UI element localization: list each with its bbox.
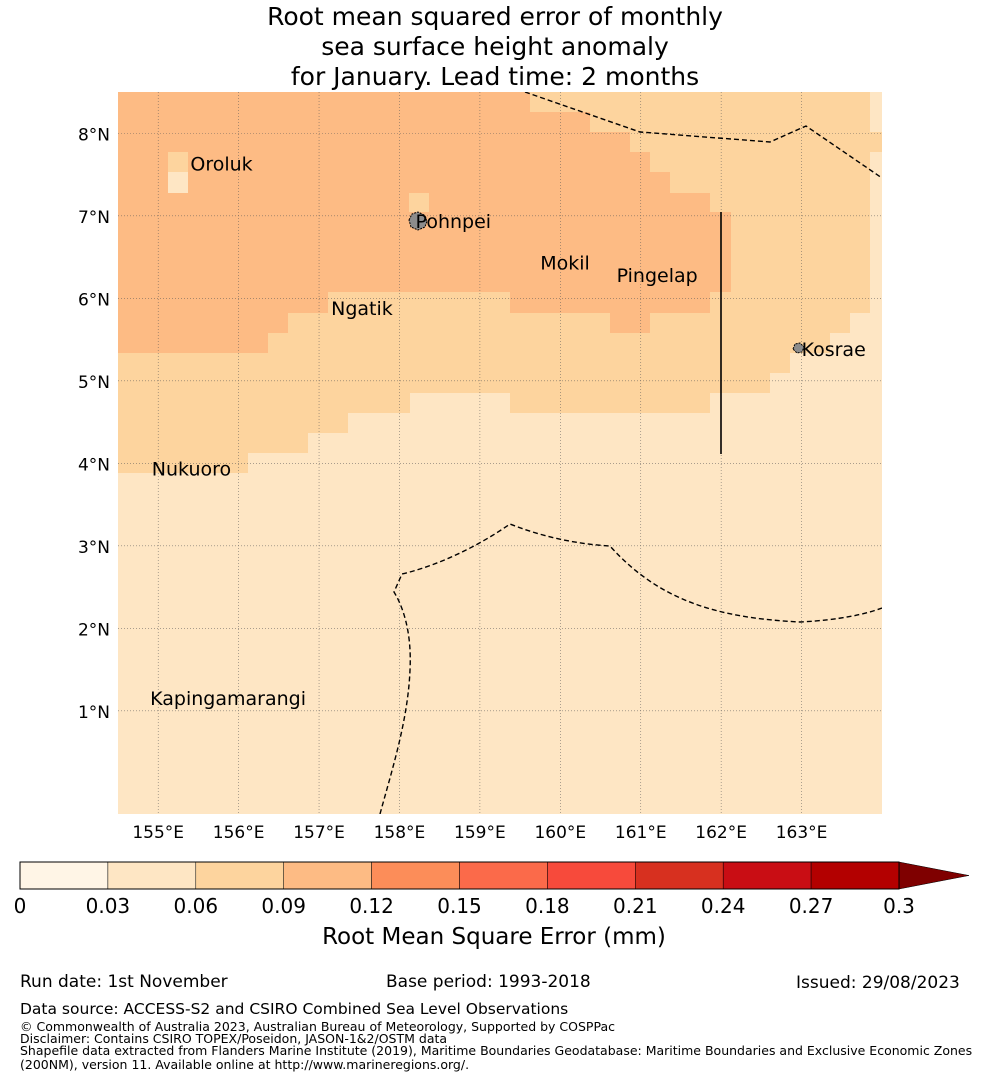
colorbar-label: Root Mean Square Error (mm) bbox=[322, 924, 666, 950]
place-label: Ngatik bbox=[331, 298, 393, 320]
lat-tick-label: 2°N bbox=[78, 620, 110, 640]
issued-date: Issued: 29/08/2023 bbox=[796, 973, 960, 993]
place-label: Pohnpei bbox=[416, 211, 492, 233]
colorbar-tick-label: 0.18 bbox=[525, 894, 570, 918]
colorbar-tick-label: 0.09 bbox=[261, 894, 306, 918]
colorbar-tick-label: 0 bbox=[14, 894, 27, 918]
lat-tick-label: 7°N bbox=[78, 208, 110, 228]
colorbar-bin bbox=[107, 861, 197, 890]
colorbar-tick-label: 0.15 bbox=[437, 894, 482, 918]
title-line-3: for January. Lead time: 2 months bbox=[290, 62, 700, 91]
shapefile-credit-1: Shapefile data extracted from Flanders M… bbox=[20, 1043, 973, 1058]
colorbar-extend-arrow bbox=[898, 861, 970, 890]
lat-tick-label: 5°N bbox=[78, 373, 110, 393]
colorbar-bin bbox=[195, 861, 284, 890]
eez-boundaries bbox=[379, 92, 882, 814]
lat-tick-label: 4°N bbox=[78, 455, 110, 475]
map-title: Root mean squared error of monthly sea s… bbox=[0, 2, 990, 92]
colorbar-bin bbox=[283, 861, 372, 890]
data-source: Data source: ACCESS-S2 and CSIRO Combine… bbox=[20, 1000, 569, 1018]
eez-boundary-north bbox=[524, 92, 882, 179]
place-labels: Oroluk Pohnpei Mokil Pingelap Ngatik Kosrae Nu… bbox=[150, 153, 866, 710]
colorbar-bin bbox=[547, 861, 636, 890]
colorbar-bin bbox=[810, 861, 900, 890]
kosrae-island bbox=[792, 342, 805, 354]
colorbar-bin bbox=[635, 861, 724, 890]
lon-tick-label: 156°E bbox=[213, 823, 265, 843]
lat-tick-label: 3°N bbox=[78, 538, 110, 558]
title-line-2: sea surface height anomaly bbox=[321, 32, 669, 61]
lon-tick-label: 155°E bbox=[132, 823, 184, 843]
base-period: Base period: 1993-2018 bbox=[386, 972, 591, 992]
colorbar-bin bbox=[459, 861, 548, 890]
pohnpei-island bbox=[408, 211, 428, 231]
oroluk-cell-mid bbox=[168, 152, 188, 172]
colorbar-bin bbox=[19, 861, 109, 890]
islands bbox=[408, 211, 805, 354]
disclaimer: Disclaimer: Contains CSIRO TOPEX/Poseido… bbox=[20, 1031, 448, 1046]
lon-tick-label: 158°E bbox=[374, 823, 426, 843]
lon-tick-label: 163°E bbox=[776, 823, 828, 843]
colorbar-tick-label: 0.3 bbox=[883, 894, 915, 918]
lat-tick-label: 6°N bbox=[78, 290, 110, 310]
colorbar-tick-label: 0.27 bbox=[789, 894, 834, 918]
lon-tick-label: 159°E bbox=[454, 823, 506, 843]
place-label: Kapingamarangi bbox=[150, 688, 306, 710]
oroluk-cell-low bbox=[168, 172, 188, 193]
latitude-ticks: 8°N 7°N 6°N 5°N 4°N 3°N 2°N 1°N bbox=[78, 125, 110, 723]
colorbar-bin bbox=[371, 861, 460, 890]
run-date: Run date: 1st November bbox=[20, 972, 228, 992]
title-line-1: Root mean squared error of monthly bbox=[267, 2, 723, 31]
colorbar-tick-label: 0.12 bbox=[349, 894, 394, 918]
longitude-ticks: 155°E 156°E 157°E 158°E 159°E 160°E 161°E 162°E… bbox=[132, 823, 827, 843]
colorbar-tick-label: 0.21 bbox=[613, 894, 658, 918]
eez-boundary-south bbox=[379, 523, 882, 814]
colorbar-tick-label: 0.06 bbox=[174, 894, 219, 918]
colorbar-tick-label: 0.24 bbox=[701, 894, 746, 918]
place-label: Mokil bbox=[540, 252, 590, 274]
copyright: © Commonwealth of Australia 2023, Austra… bbox=[20, 1019, 615, 1034]
lat-tick-label: 1°N bbox=[78, 703, 110, 723]
lon-tick-label: 161°E bbox=[615, 823, 667, 843]
east-edge-cell-low bbox=[870, 92, 882, 132]
shapefile-credit-2: (200NM), version 11. Available online at… bbox=[20, 1057, 470, 1072]
colorbar-bin bbox=[722, 861, 812, 890]
pohnpei-cell-mid bbox=[409, 193, 429, 212]
lon-tick-label: 162°E bbox=[695, 823, 747, 843]
place-label: Oroluk bbox=[190, 153, 252, 175]
lon-tick-label: 160°E bbox=[534, 823, 586, 843]
place-label: Kosrae bbox=[802, 339, 866, 361]
lon-tick-label: 157°E bbox=[293, 823, 345, 843]
colorbar-frame bbox=[19, 861, 900, 890]
lat-tick-label: 8°N bbox=[78, 125, 110, 145]
colorbar: 0 0.03 0.06 0.09 0.12 0.15 0.18 0.21 0.24 0.27 0.3 bbox=[14, 861, 970, 918]
place-label: Pingelap bbox=[617, 265, 698, 287]
place-label: Nukuoro bbox=[152, 459, 231, 481]
graticule bbox=[118, 92, 882, 814]
colorbar-tick-label: 0.03 bbox=[86, 894, 131, 918]
